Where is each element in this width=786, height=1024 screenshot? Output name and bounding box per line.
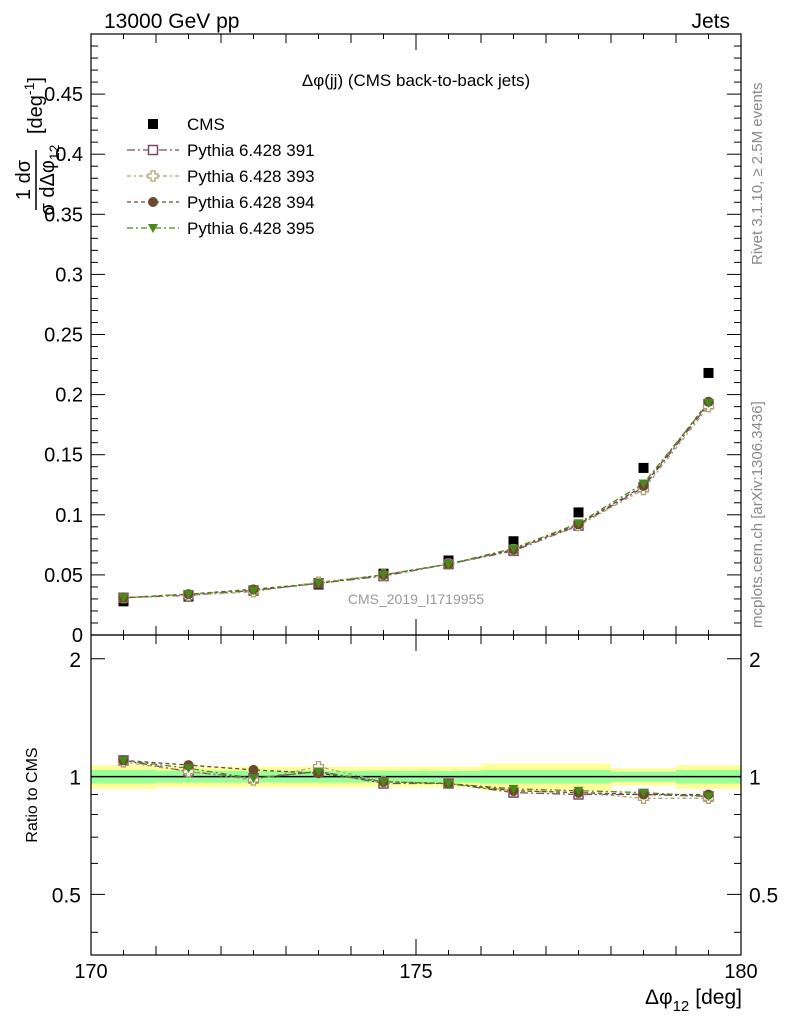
marker-triangle-down-filled — [378, 777, 389, 787]
series-line-p391 — [123, 403, 710, 599]
marker-triangle-down-filled — [703, 399, 714, 409]
legend-label-p395: Pythia 6.428 395 — [187, 219, 315, 238]
marker-triangle-down-filled — [313, 767, 324, 777]
marker-cross-open — [147, 170, 159, 182]
marker-triangle-down-filled — [443, 779, 454, 789]
side-label-bottom: mcplots.cern.ch [arXiv:1306.3436] — [749, 401, 766, 628]
marker-triangle-down-filled — [573, 786, 584, 796]
main-ytick-label: 0.1 — [55, 505, 83, 527]
main-ylabel: 1 dσ σ dΔφ12 [deg-1] — [13, 77, 62, 215]
main-ytick-label: 0.15 — [44, 445, 83, 467]
xlabel: Δφ12 [deg] — [645, 986, 742, 1015]
ratio-ytick-label-right: 2 — [749, 649, 761, 672]
marker-square-filled — [703, 367, 714, 378]
main-ytick-label: 0.45 — [44, 84, 83, 106]
ratio-plot: 170 175 180 0.5 0.5 1 1 2 2 — [52, 634, 778, 983]
main-ytick-label: 0.35 — [44, 204, 83, 226]
marker-circle-filled — [248, 764, 259, 775]
legend: CMS Pythia 6.428 391 Pythia 6.428 393 Pythi… — [127, 115, 315, 238]
ylabel-denominator: σ dΔφ12 — [37, 144, 62, 215]
ylabel-unit-main: [deg — [25, 95, 47, 134]
ratio-ytick-label-left: 1 — [69, 767, 81, 790]
marker-triangle-down-filled — [638, 788, 649, 798]
main-ytick-label: 0.25 — [44, 325, 83, 347]
legend-label-p393: Pythia 6.428 393 — [187, 167, 315, 186]
legend-label-p394: Pythia 6.428 394 — [187, 193, 315, 212]
marker-triangle-down-filled — [703, 792, 714, 802]
marker-square-filled — [573, 507, 584, 518]
marker-circle-filled — [148, 197, 158, 207]
series-line-p393 — [123, 406, 710, 599]
ratio-ytick-label-left: 2 — [69, 649, 81, 672]
marker-triangle-down-filled — [443, 560, 454, 570]
header-left: 13000 GeV pp — [104, 10, 239, 33]
xtick-label: 175 — [399, 961, 432, 983]
marker-triangle-down-filled — [508, 784, 519, 794]
ratio-ytick-label-right: 0.5 — [749, 884, 778, 907]
legend-label-p391: Pythia 6.428 391 — [187, 141, 315, 160]
main-title: Δφ(jj) (CMS back-to-back jets) — [302, 71, 530, 90]
xtick-label: 170 — [74, 961, 107, 983]
marker-triangle-down-filled — [183, 764, 194, 774]
main-ytick-label: 0 — [72, 625, 83, 647]
ratio-ytick-label-left: 0.5 — [52, 884, 81, 907]
ratio-ytick-label-right: 1 — [749, 767, 761, 790]
side-label-top: Rivet 3.1.10, ≥ 2.5M events — [749, 83, 766, 266]
marker-square-filled — [638, 462, 649, 473]
main-ytick-label: 0.4 — [55, 144, 83, 166]
legend-label-cms: CMS — [187, 115, 225, 134]
header-right: Jets — [691, 10, 730, 33]
ylabel-denominator-sub: 12 — [46, 144, 62, 160]
marker-triangle-down-filled — [118, 593, 129, 603]
marker-triangle-down-filled — [248, 774, 259, 784]
marker-triangle-down-filled — [183, 590, 194, 600]
ylabel-numerator: 1 dσ — [13, 159, 35, 200]
marker-triangle-down-filled — [573, 519, 584, 529]
ratio-ylabel: Ratio to CMS — [24, 747, 41, 842]
series-line-p395 — [123, 402, 710, 599]
ylabel-unit-close: ] — [25, 77, 47, 83]
marker-triangle-down-filled — [148, 224, 158, 233]
marker-triangle-down-filled — [508, 544, 519, 554]
marker-triangle-down-filled — [248, 586, 259, 596]
xtick-label: 180 — [724, 961, 757, 983]
watermark: CMS_2019_I1719955 — [348, 591, 484, 607]
marker-triangle-down-filled — [638, 479, 649, 489]
main-ytick-label: 0.3 — [55, 264, 83, 286]
ylabel-denominator-main: σ dΔφ — [37, 160, 59, 215]
main-ytick-label: 0.05 — [44, 565, 83, 587]
xlabel-unit: [deg] — [695, 986, 742, 1009]
xlabel-main: Δφ — [645, 986, 673, 1009]
marker-triangle-down-filled — [313, 579, 324, 589]
marker-square-open — [147, 144, 159, 156]
ylabel-unit: [deg-1] — [21, 77, 47, 134]
marker-triangle-down-filled — [118, 756, 129, 766]
series-line-p394 — [123, 401, 710, 599]
marker-square-filled — [148, 119, 158, 129]
ratio-line-p395 — [123, 759, 709, 798]
main-ytick-label: 0.2 — [55, 385, 83, 407]
marker-square-filled — [508, 536, 519, 547]
marker-triangle-down-filled — [378, 570, 389, 580]
xlabel-sub: 12 — [673, 998, 690, 1015]
ylabel-unit-sup: -1 — [21, 82, 37, 95]
ratio-line-p391 — [123, 759, 709, 798]
main-plot: 0 0.05 0.1 0.15 0.2 0.25 0.3 0.35 0.4 0.45 — [44, 33, 742, 647]
